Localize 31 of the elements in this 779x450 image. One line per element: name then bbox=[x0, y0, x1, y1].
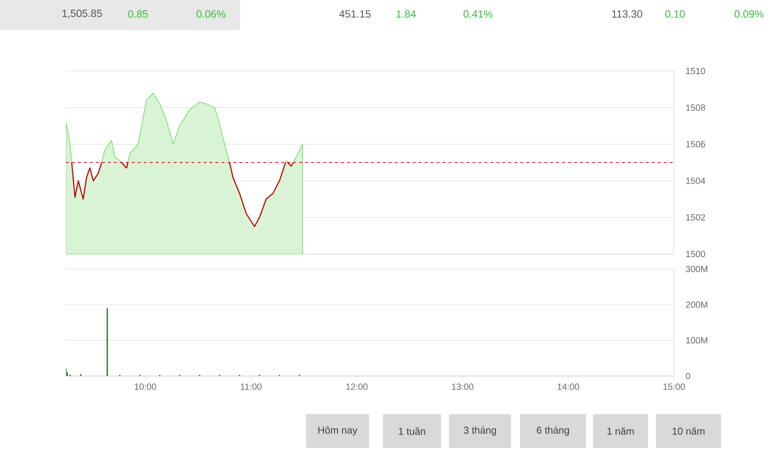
text: 0.06% bbox=[196, 10, 226, 18]
text: 1.84 bbox=[396, 10, 416, 18]
text: 1 tuần bbox=[398, 427, 426, 435]
y-tick-label: 1506 bbox=[686, 141, 706, 148]
text: 113.30 bbox=[612, 10, 642, 18]
x-tick-label: 15:00 bbox=[663, 384, 685, 390]
y-tick-label: 1510 bbox=[686, 68, 706, 74]
x-tick-label: 12:00 bbox=[346, 384, 368, 390]
y-tick-label: 1504 bbox=[686, 178, 706, 184]
text: 6 tháng bbox=[536, 426, 569, 436]
y-tick-label: 100M bbox=[686, 337, 708, 344]
x-tick-label: 10:00 bbox=[134, 384, 156, 390]
x-tick-label: 13:00 bbox=[452, 384, 474, 390]
x-tick-label: 14:00 bbox=[558, 384, 580, 390]
y-tick-label: 200M bbox=[686, 301, 708, 308]
x-tick-label: 11:00 bbox=[240, 384, 262, 390]
text: 0.10 bbox=[665, 10, 685, 18]
text: 451.15 bbox=[339, 10, 371, 18]
y-tick-label: 300M bbox=[686, 266, 708, 272]
text: 3 tháng bbox=[464, 426, 496, 436]
text: 0.41% bbox=[464, 10, 492, 18]
text: 1,505.85 bbox=[62, 10, 102, 18]
text: 10 năm bbox=[672, 427, 704, 435]
y-tick-label: 1500 bbox=[686, 250, 706, 258]
text: 0.09% bbox=[734, 10, 764, 18]
y-tick-label: 1508 bbox=[686, 104, 706, 111]
text: Hôm nay bbox=[318, 426, 358, 436]
y-tick-label: 1502 bbox=[686, 214, 706, 221]
y-tick-label: 0 bbox=[686, 372, 690, 380]
text: 0.85 bbox=[128, 10, 148, 18]
text: 1 năm bbox=[607, 427, 634, 435]
